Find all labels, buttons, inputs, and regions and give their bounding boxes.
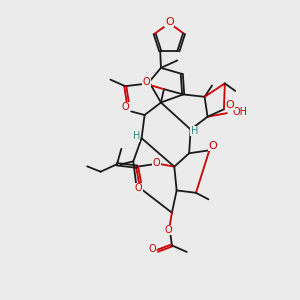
- Text: O: O: [208, 141, 217, 151]
- Text: O: O: [122, 102, 129, 112]
- Text: OH: OH: [232, 107, 247, 117]
- Text: O: O: [142, 77, 150, 87]
- Text: H: H: [133, 131, 140, 141]
- Text: O: O: [148, 244, 156, 254]
- Text: O: O: [153, 158, 160, 168]
- Text: O: O: [165, 225, 172, 235]
- Text: H: H: [190, 126, 198, 136]
- Text: O: O: [226, 100, 234, 110]
- Text: O: O: [165, 16, 174, 27]
- Text: O: O: [135, 183, 142, 193]
